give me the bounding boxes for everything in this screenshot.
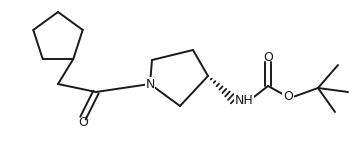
Text: O: O bbox=[283, 90, 293, 103]
Text: NH: NH bbox=[235, 94, 254, 107]
Text: O: O bbox=[263, 50, 273, 63]
Text: O: O bbox=[78, 115, 88, 128]
Text: N: N bbox=[145, 78, 155, 90]
